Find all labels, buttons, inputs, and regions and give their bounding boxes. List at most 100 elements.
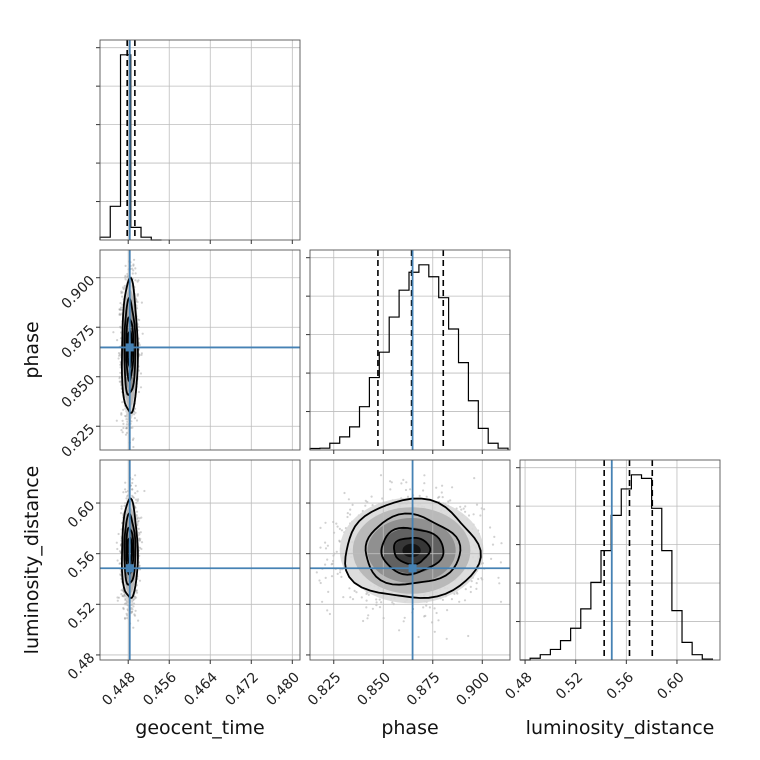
scatter-point (335, 550, 338, 553)
scatter-point (119, 306, 123, 309)
scatter-point (326, 544, 329, 547)
x-tick-label-geocent_time: 0.464 (181, 669, 221, 709)
scatter-point (143, 489, 146, 493)
scatter-point (132, 263, 135, 266)
scatter-point (120, 308, 123, 311)
scatter-point (120, 507, 123, 510)
scatter-point (115, 541, 118, 544)
y-tick-label-luminosity_distance: 0.60 (65, 498, 98, 531)
scatter-point (138, 564, 141, 567)
truth-marker-geocent_time-luminosity_distance (125, 564, 134, 573)
scatter-point (122, 408, 125, 411)
scatter-point (121, 595, 124, 598)
scatter-point (122, 287, 125, 291)
scatter-point (120, 412, 123, 415)
scatter-point (469, 590, 472, 594)
y-axis-label-phase: phase (21, 321, 43, 378)
scatter-point (136, 300, 139, 304)
scatter-point (132, 605, 135, 608)
scatter-point (446, 609, 449, 612)
scatter-point (134, 474, 137, 477)
scatter-point (404, 488, 408, 492)
scatter-point (460, 508, 463, 511)
scatter-point (379, 474, 383, 477)
scatter-point (123, 616, 127, 620)
scatter-point (425, 604, 428, 607)
scatter-point (135, 419, 139, 422)
scatter-point (134, 407, 137, 410)
scatter-point (319, 526, 322, 530)
x-tick-label-geocent_time: 0.448 (99, 669, 139, 709)
scatter-point (459, 505, 462, 508)
scatter-point (318, 579, 321, 582)
scatter-point (130, 420, 133, 423)
x-tick-label-phase: 0.850 (354, 669, 394, 709)
histogram-geocent_time (99, 54, 162, 241)
scatter-point (406, 495, 410, 498)
scatter-point (451, 486, 454, 489)
scatter-point (133, 417, 136, 420)
scatter-point (462, 507, 465, 510)
scatter-point (402, 620, 405, 623)
scatter-point (119, 380, 122, 383)
scatter-point (371, 607, 374, 610)
panel-frame-phase (309, 249, 511, 451)
scatter-point (365, 599, 368, 602)
scatter-point (134, 596, 138, 599)
scatter-point (475, 503, 479, 506)
scatter-point (134, 411, 137, 414)
x-tick-label-luminosity_distance: 0.56 (604, 669, 637, 702)
scatter-point (375, 601, 378, 604)
scatter-point (125, 431, 129, 434)
x-tick-label-luminosity_distance: 0.52 (553, 669, 586, 702)
scatter-point (355, 591, 358, 594)
scatter-point (422, 606, 425, 609)
scatter-point (405, 481, 408, 484)
scatter-point (351, 503, 354, 506)
scatter-point (475, 582, 478, 585)
scatter-point (134, 279, 137, 282)
scatter-point (398, 629, 401, 632)
scatter-point (490, 557, 493, 561)
scatter-point (120, 505, 123, 508)
scatter-point (120, 593, 123, 596)
scatter-point (380, 601, 383, 604)
scatter-point (116, 599, 119, 602)
x-tick-label-phase: 0.900 (453, 669, 493, 709)
y-tick-label-phase: 0.850 (59, 372, 99, 412)
scatter-point (136, 510, 139, 513)
scatter-point (321, 600, 324, 603)
scatter-point (118, 354, 121, 357)
scatter-point (124, 264, 127, 267)
scatter-point (441, 484, 444, 487)
scatter-point (130, 606, 133, 610)
scatter-point (330, 575, 334, 578)
scatter-point (131, 478, 134, 481)
scatter-point (477, 577, 480, 581)
scatter-point (132, 626, 135, 629)
scatter-point (137, 498, 140, 501)
scatter-point (351, 598, 355, 601)
scatter-point (112, 331, 115, 334)
scatter-point (342, 596, 345, 599)
scatter-point (435, 611, 438, 615)
scatter-point (131, 481, 134, 485)
scatter-point (378, 598, 381, 601)
scatter-point (120, 413, 123, 416)
scatter-point (125, 497, 128, 500)
scatter-point (400, 482, 403, 485)
x-tick-label-phase: 0.875 (404, 669, 444, 709)
scatter-point (500, 542, 503, 545)
scatter-point (336, 572, 339, 576)
scatter-point (441, 598, 444, 602)
scatter-point (125, 423, 128, 426)
scatter-point (118, 313, 121, 316)
scatter-point (437, 496, 440, 499)
x-axis-label-phase: phase (381, 717, 438, 739)
scatter-point (424, 614, 427, 618)
scatter-point (134, 492, 137, 495)
x-axis-label-luminosity_distance: luminosity_distance (526, 717, 715, 739)
scatter-point (137, 537, 140, 540)
scatter-point (135, 589, 138, 592)
